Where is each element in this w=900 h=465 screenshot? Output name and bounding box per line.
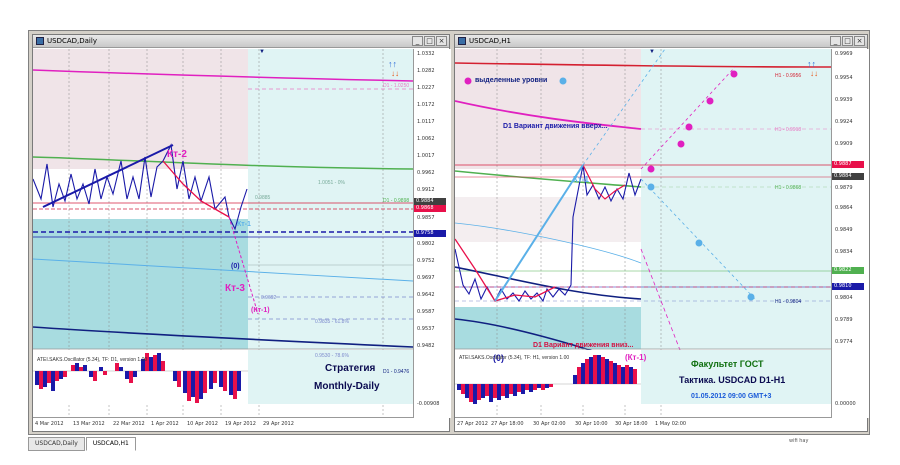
highlighted-levels [464,70,755,301]
maximize-button[interactable]: □ [842,36,853,46]
down-variant-label: D1 Вариант движения вниз... [533,342,634,349]
resistance-zone [33,49,248,169]
status-text: wifi hay [789,438,809,444]
level-label-d1-b: D1 - 0.9898 [383,198,410,204]
trade-arrow-down-icon: ↓↓ [391,69,399,78]
price-badge-current: 0.9884 [832,173,864,180]
oscillator-bars [35,353,241,403]
price-axis[interactable]: 1.0332 1.0282 1.0227 1.0172 1.0117 1.006… [413,49,451,418]
fib-label-4: 0.9692 [261,295,277,301]
kt1-label: Кт-1 [237,221,251,228]
trend-line [494,164,584,302]
trade-arrow-up-icon: ↑↑ [807,59,816,69]
up-variant-label: D1 Вариант движения вверх... [503,123,608,130]
chart-window-icon [36,37,44,45]
level-label-h1-a: H1 - 0.9956 [775,73,802,79]
price-badge-blue: 0.9810 [832,283,864,290]
h1-price-chart[interactable] [455,49,831,418]
price-badge-green: 0.9822 [832,267,864,274]
tactic-title: Тактика. USDCAD D1-H1 [679,375,786,385]
close-button[interactable]: × [436,36,447,46]
kt3-label: Кт-3 [225,283,245,294]
strategy-title: Стратегия [325,363,376,374]
zero-label: (0) [493,353,504,363]
trade-arrow-up-icon: ↑↑ [388,59,397,69]
terminal-workspace: USDCAD,Daily _ □ × [28,30,870,435]
projection-zone [641,49,831,349]
window-title: USDCAD,Daily [47,37,97,45]
daily-price-chart[interactable] [33,49,413,418]
level-label-h1-d: H1 - 0.9804 [775,299,802,305]
window-titlebar[interactable]: USDCAD,Daily _ □ × [33,35,449,48]
kt1-target-label: (Кт-1) [625,353,647,362]
price-badge-bid: 0.9868 [414,205,446,212]
oscillator-bars [457,355,637,404]
green-level-line [455,170,642,188]
faculty-title: Факультет ГОСТ [691,359,764,369]
fib-label-3: 0.9530 - 78.6% [315,353,349,359]
level-label-d1-a: D1 - 1.0250 [383,83,410,89]
trade-arrow-down-icon: ↓↓ [810,69,818,78]
green-level-line [33,156,413,170]
tab-usdcad-daily[interactable]: USDCAD,Daily [28,437,85,451]
price-line [33,143,248,231]
kt1-target-label: (Кт-1) [251,307,270,314]
analysis-datetime: 01.05.2012 09:00 GMT+3 [691,393,772,400]
chart-window-daily[interactable]: USDCAD,Daily _ □ × [32,34,451,432]
oscillator-caption: ATEI.SAKS.Oscillator (5.34), TF: D1, ver… [37,357,148,363]
fib-label-1: 1.0051 - 0% [318,180,345,186]
resistance-zone [455,49,641,169]
support-zone [33,219,248,349]
kt2-label: Кт-2 [167,149,187,160]
time-axis[interactable]: 4 Mar 2012 13 Mar 2012 22 Mar 2012 1 Apr… [33,417,413,431]
support-zone [455,307,641,349]
kt1-label: Кт-1 [573,175,589,184]
trend-line [42,144,174,208]
price-badge-current: 0.9884 [414,198,446,205]
oscillator-caption: ATEI.SAKS.Oscillator (5.34), TF: H1, ver… [459,355,570,361]
level-label-h1-c: H1 - 0.9868 [775,185,802,191]
level-label-h1-b: H1 - 0.9918 [775,127,802,133]
strategy-subtitle: Monthly-Daily [314,381,380,392]
price-axis[interactable]: 0.9969 0.9954 0.9939 0.9924 0.9909 0.988… [831,49,869,418]
period-separator-marker: ▼ [259,49,265,55]
chart-window-icon [458,37,466,45]
magenta-level-line [33,69,413,82]
projection-zone [248,49,413,349]
time-axis[interactable]: 27 Apr 2012 27 Apr 18:00 30 Apr 02:00 30… [455,417,831,431]
magenta-level-line [455,100,642,130]
maximize-button[interactable]: □ [424,36,435,46]
window-title: USDCAD,H1 [469,37,511,45]
chart-window-h1[interactable]: USDCAD,H1 _ □ × [454,34,869,432]
price-badge-ask: 0.9887 [832,161,864,168]
fib-label-5: 0.9885 [255,195,271,201]
level-label-d1-c: D1 - 0.9476 [383,369,410,375]
zero-label: (0) [231,263,240,270]
price-badge-level: 0.9758 [414,230,446,237]
period-separator-marker: ▼ [649,49,655,55]
highlighted-levels-legend: выделенные уровни [475,77,548,84]
minimize-button[interactable]: _ [830,36,841,46]
minimize-button[interactable]: _ [412,36,423,46]
close-button[interactable]: × [854,36,865,46]
chart-tabs: USDCAD,Daily USDCAD,H1 [28,437,137,451]
window-titlebar[interactable]: USDCAD,H1 _ □ × [455,35,867,48]
tab-usdcad-h1[interactable]: USDCAD,H1 [85,437,136,451]
fib-label-2: 0.9835 - 61.8% [315,319,349,325]
